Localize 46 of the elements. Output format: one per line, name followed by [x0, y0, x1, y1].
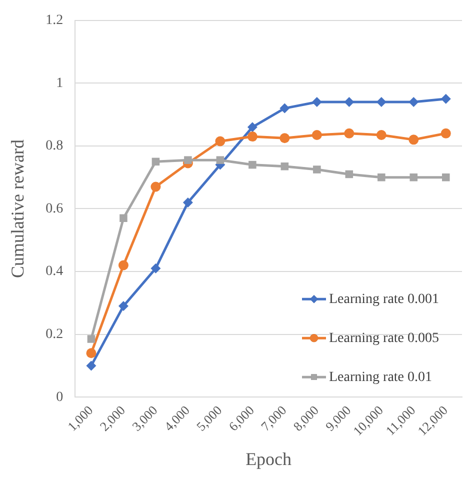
- point: [86, 348, 96, 358]
- point: [152, 158, 160, 166]
- point: [247, 132, 258, 142]
- point: [184, 156, 192, 164]
- point: [312, 130, 322, 140]
- point: [120, 214, 128, 222]
- y-tick-label: 0.2: [46, 326, 64, 342]
- y-tick-label: 0.4: [46, 264, 64, 280]
- y-tick-label: 0.8: [46, 138, 64, 154]
- point: [410, 173, 418, 182]
- point: [87, 335, 96, 343]
- point: [150, 263, 161, 274]
- point: [376, 97, 386, 108]
- point: [247, 122, 258, 132]
- point: [344, 97, 354, 108]
- point: [280, 162, 289, 170]
- y-tick-label: 1: [56, 76, 64, 91]
- point: [216, 156, 224, 164]
- point: [215, 136, 226, 146]
- point: [280, 103, 290, 114]
- point: [118, 260, 128, 270]
- point: [118, 301, 128, 312]
- point: [440, 94, 451, 104]
- y-tick-label: 0: [56, 390, 64, 405]
- x-axis-title: Epoch: [246, 448, 292, 469]
- point: [182, 197, 193, 208]
- point: [408, 97, 419, 108]
- point: [248, 160, 256, 169]
- point: [86, 360, 96, 371]
- y-axis-title: Cumulative reward: [8, 140, 28, 278]
- point: [313, 166, 321, 174]
- point: [378, 173, 386, 182]
- legend-label: Learning rate 0.001: [329, 292, 440, 307]
- y-tick-label: 1.2: [46, 13, 64, 28]
- point: [408, 134, 419, 145]
- point: [150, 182, 161, 192]
- point: [442, 173, 450, 182]
- point: [312, 97, 322, 108]
- legend-label: Learning rate 0.01: [329, 370, 432, 385]
- y-tick-label: 0.6: [46, 201, 64, 216]
- point: [440, 128, 451, 138]
- point: [376, 130, 386, 140]
- legend-label: Learning rate 0.005: [329, 330, 440, 346]
- point: [344, 128, 354, 138]
- point: [345, 170, 354, 178]
- point: [280, 133, 290, 144]
